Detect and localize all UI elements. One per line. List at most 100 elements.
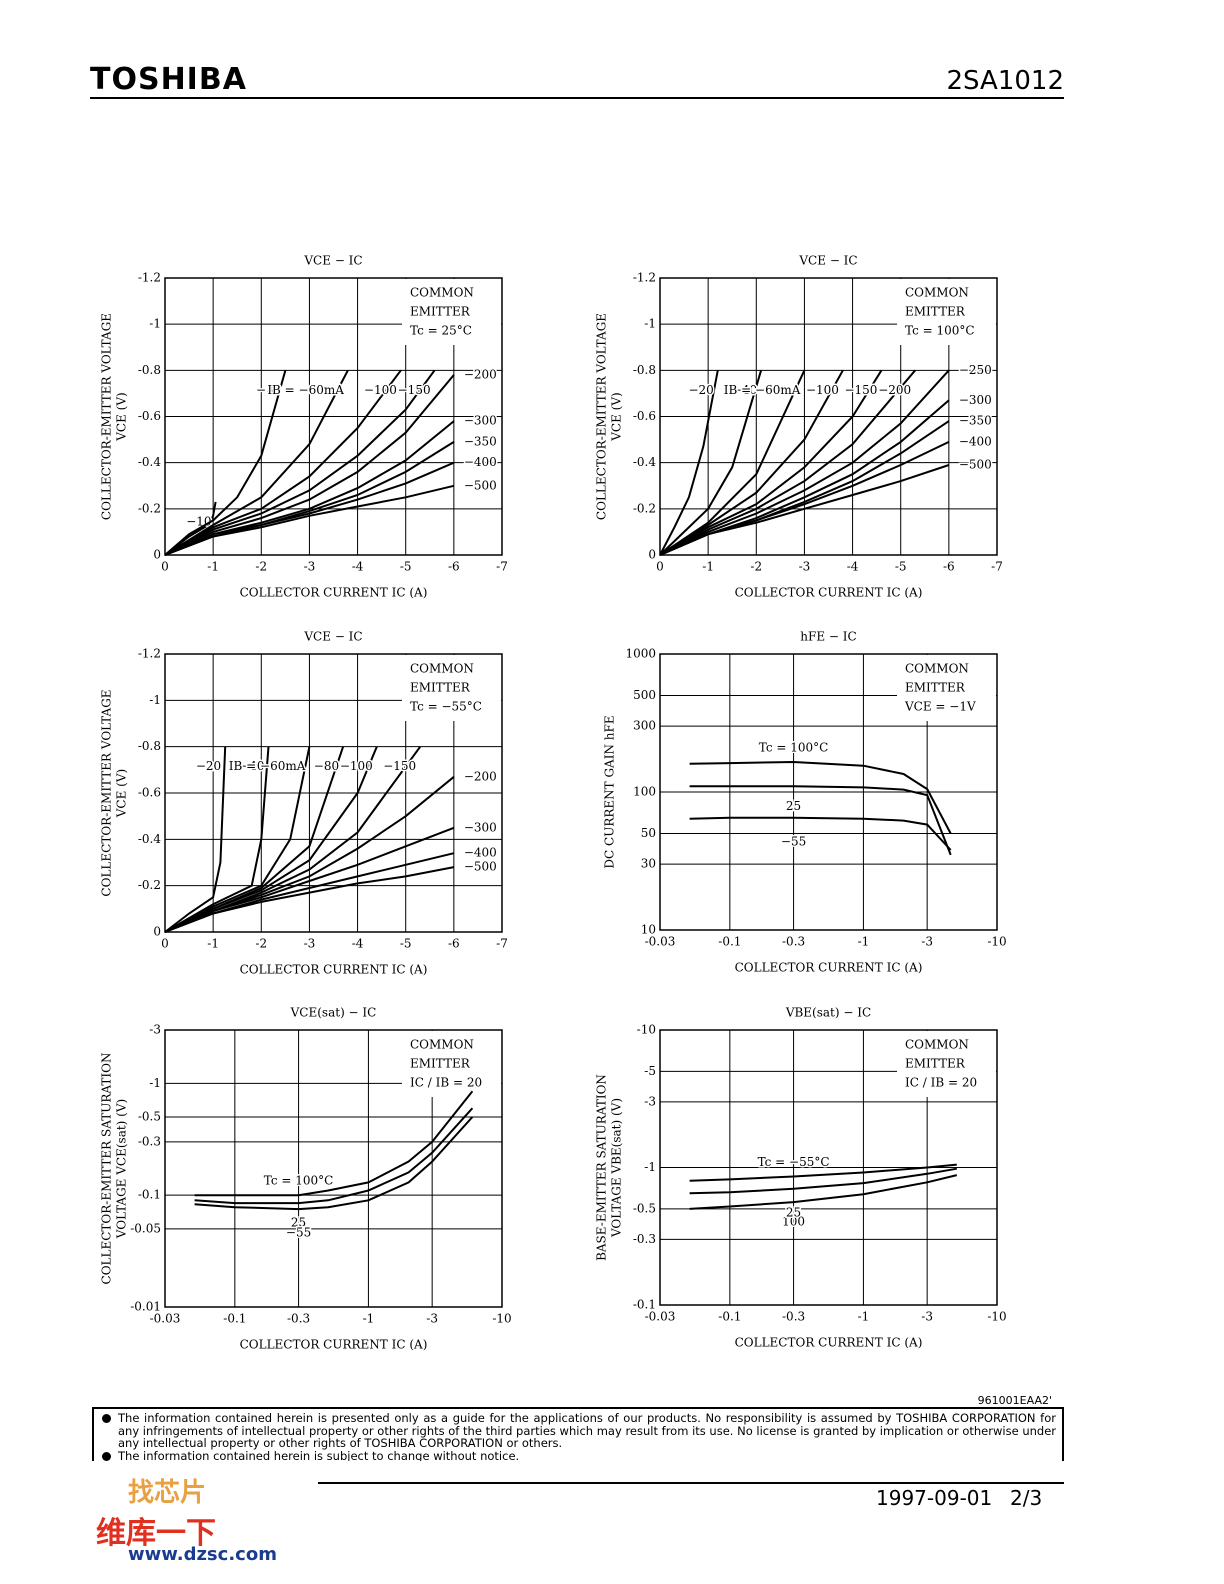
y-axis-label: VCE (V) xyxy=(115,769,129,818)
x-tick-label: -1 xyxy=(858,1310,870,1324)
y-tick-label: 30 xyxy=(641,857,656,871)
curve xyxy=(659,369,916,556)
annotation-box xyxy=(402,1031,501,1097)
curve xyxy=(659,369,844,556)
doc-code: 961001EAA2' xyxy=(977,1394,1052,1407)
annotation: EMITTER xyxy=(905,1057,966,1071)
curve xyxy=(689,785,952,856)
curve xyxy=(164,501,217,556)
curve-label: −250 xyxy=(959,363,992,377)
annotation-box xyxy=(897,279,996,345)
y-tick-label: 300 xyxy=(633,719,656,733)
annotation: EMITTER xyxy=(905,681,966,695)
y-tick-label: -0.2 xyxy=(138,878,161,892)
notice: The information contained herein is subj… xyxy=(100,1449,1056,1461)
x-axis-label: COLLECTOR CURRENT IC (A) xyxy=(735,1336,923,1350)
y-tick-label: -0.8 xyxy=(138,363,161,377)
x-tick-label: -0.03 xyxy=(150,1312,181,1326)
curve xyxy=(164,746,311,933)
curve-label: IB = −60mA xyxy=(724,383,801,397)
x-tick-label: -3 xyxy=(921,935,933,949)
y-tick-label: -0.4 xyxy=(138,832,162,846)
y-tick-label: -0.3 xyxy=(633,1232,656,1246)
curve-label: −400 xyxy=(464,455,497,469)
curve xyxy=(659,369,883,556)
curve-label: −100 xyxy=(340,759,373,773)
annotation: COMMON xyxy=(905,286,969,300)
y-tick-label: -1.2 xyxy=(138,647,161,661)
x-tick-label: -7 xyxy=(496,560,508,574)
curve xyxy=(659,369,950,556)
y-axis-label: VOLTAGE VCE(sat) (V) xyxy=(115,1099,129,1239)
x-tick-label: -4 xyxy=(352,560,364,574)
y-tick-label: -0.2 xyxy=(633,501,656,515)
x-tick-label: -1 xyxy=(207,560,219,574)
y-tick-label: -3 xyxy=(644,1094,656,1108)
y-tick-label: -0.2 xyxy=(138,501,161,515)
y-tick-label: -1.2 xyxy=(633,271,656,285)
curve-label: Tc = 100°C xyxy=(759,740,829,754)
part-number: 2SA1012 xyxy=(946,66,1064,96)
y-tick-label: 100 xyxy=(633,785,656,799)
y-tick-label: -0.1 xyxy=(633,1298,656,1312)
x-tick-label: -0.3 xyxy=(782,935,805,949)
y-axis-label: BASE-EMITTER SATURATION xyxy=(595,1074,609,1261)
page-number: 2/3 xyxy=(1010,1486,1043,1510)
x-tick-label: 0 xyxy=(161,560,169,574)
curve-label: −350 xyxy=(959,414,992,428)
curve xyxy=(194,1116,474,1211)
curve-label: 25 xyxy=(291,1216,306,1230)
annotation: Tc = 100°C xyxy=(905,324,975,338)
annotation: EMITTER xyxy=(410,681,471,695)
y-tick-label: -1 xyxy=(644,317,656,331)
curve-label: −20 xyxy=(196,759,221,773)
x-tick-label: -0.3 xyxy=(287,1312,310,1326)
y-tick-label: -0.6 xyxy=(633,409,656,423)
annotation: COMMON xyxy=(410,1038,474,1052)
annotation: COMMON xyxy=(905,662,969,676)
plot-frame xyxy=(164,277,503,556)
curve xyxy=(164,746,270,933)
y-tick-label: 10 xyxy=(641,923,656,937)
chart-title: VCE − IC xyxy=(303,630,362,644)
y-tick-label: 500 xyxy=(633,688,656,702)
curve xyxy=(164,369,349,556)
x-tick-label: -1 xyxy=(207,937,219,951)
curve xyxy=(659,464,950,556)
curve-label: −300 xyxy=(464,820,497,834)
curve-label: −40 xyxy=(239,759,264,773)
brand: TOSHIBA xyxy=(90,62,247,97)
y-tick-label: -0.4 xyxy=(138,455,162,469)
curve-label: −500 xyxy=(464,478,497,492)
annotation: EMITTER xyxy=(410,305,471,319)
curve-label: −150 xyxy=(844,383,877,397)
y-tick-label: -0.8 xyxy=(138,739,161,753)
x-tick-label: -5 xyxy=(895,560,907,574)
y-axis-label: COLLECTOR-EMITTER VOLTAGE xyxy=(100,313,114,520)
y-tick-label: -0.05 xyxy=(130,1221,161,1235)
x-tick-label: -2 xyxy=(750,560,762,574)
curve-label: −300 xyxy=(959,393,992,407)
annotation: COMMON xyxy=(410,662,474,676)
y-tick-label: 50 xyxy=(641,826,656,840)
x-axis-label: COLLECTOR CURRENT IC (A) xyxy=(240,963,428,977)
x-axis-label: COLLECTOR CURRENT IC (A) xyxy=(240,586,428,600)
curve xyxy=(689,1163,957,1182)
x-tick-label: -6 xyxy=(448,560,460,574)
plot-frame xyxy=(164,653,503,933)
curve xyxy=(164,369,436,556)
x-tick-label: -10 xyxy=(987,935,1006,949)
x-tick-label: -5 xyxy=(400,560,412,574)
x-tick-label: -6 xyxy=(448,937,460,951)
x-tick-label: -3 xyxy=(304,560,316,574)
y-tick-label: -0.01 xyxy=(130,1300,161,1314)
x-tick-label: -7 xyxy=(496,937,508,951)
notice: The information contained herein is pres… xyxy=(100,1412,1056,1450)
curve-label: −80 xyxy=(314,759,339,773)
notice-box: The information contained herein is pres… xyxy=(92,1407,1064,1461)
y-tick-label: -1 xyxy=(644,1160,656,1174)
curve xyxy=(164,370,287,556)
curve-label: −10 xyxy=(186,514,211,528)
